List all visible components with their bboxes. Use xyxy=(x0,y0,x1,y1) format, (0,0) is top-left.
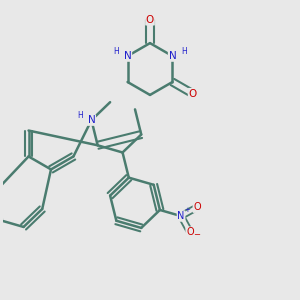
Text: H: H xyxy=(77,111,82,120)
Text: O: O xyxy=(146,15,154,25)
Text: H: H xyxy=(181,47,187,56)
Text: N: N xyxy=(169,51,176,61)
Text: O: O xyxy=(186,227,194,237)
Text: O: O xyxy=(188,88,197,99)
Text: −: − xyxy=(193,231,200,240)
Text: N: N xyxy=(88,115,95,125)
Text: H: H xyxy=(113,47,119,56)
Text: N: N xyxy=(177,211,185,221)
Text: N: N xyxy=(124,51,131,61)
Text: O: O xyxy=(193,202,201,212)
Text: +: + xyxy=(184,207,190,213)
